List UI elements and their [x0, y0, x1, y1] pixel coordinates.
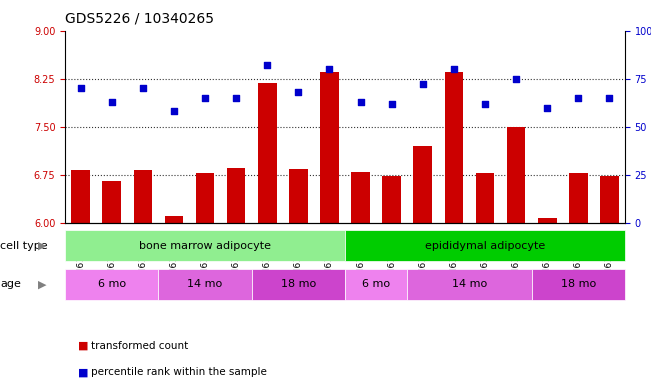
- Point: [573, 95, 583, 101]
- Bar: [102, 181, 121, 223]
- Bar: [165, 216, 184, 223]
- Text: ▶: ▶: [38, 241, 47, 251]
- Point: [107, 99, 117, 105]
- Bar: [413, 146, 432, 223]
- Point: [169, 108, 179, 114]
- Point: [387, 101, 397, 107]
- Bar: [538, 218, 557, 223]
- Bar: [320, 72, 339, 223]
- Point: [604, 95, 615, 101]
- Bar: [506, 127, 525, 223]
- Point: [511, 76, 521, 82]
- Point: [200, 95, 210, 101]
- Text: 6 mo: 6 mo: [362, 279, 390, 289]
- Bar: [196, 174, 214, 223]
- Bar: [569, 173, 588, 223]
- Text: ▶: ▶: [38, 279, 47, 289]
- Bar: [352, 172, 370, 223]
- Text: 14 mo: 14 mo: [452, 279, 487, 289]
- Bar: [72, 170, 90, 223]
- Text: ■: ■: [78, 367, 89, 377]
- Text: 18 mo: 18 mo: [281, 279, 316, 289]
- Bar: [600, 176, 618, 223]
- Point: [449, 66, 459, 72]
- Point: [262, 62, 273, 68]
- Bar: [258, 83, 277, 223]
- Point: [137, 85, 148, 91]
- Text: age: age: [0, 279, 21, 289]
- Point: [76, 85, 86, 91]
- Text: 14 mo: 14 mo: [187, 279, 223, 289]
- Point: [293, 89, 303, 95]
- Bar: [382, 176, 401, 223]
- Point: [542, 104, 553, 111]
- Text: transformed count: transformed count: [91, 341, 188, 351]
- Text: percentile rank within the sample: percentile rank within the sample: [91, 367, 267, 377]
- Point: [231, 95, 242, 101]
- Text: 6 mo: 6 mo: [98, 279, 126, 289]
- Text: epididymal adipocyte: epididymal adipocyte: [425, 241, 545, 251]
- Bar: [445, 72, 464, 223]
- Point: [324, 66, 335, 72]
- Bar: [227, 168, 245, 223]
- Text: 18 mo: 18 mo: [561, 279, 596, 289]
- Text: cell type: cell type: [0, 241, 48, 251]
- Point: [480, 101, 490, 107]
- Bar: [476, 174, 494, 223]
- Text: bone marrow adipocyte: bone marrow adipocyte: [139, 241, 271, 251]
- Bar: [133, 170, 152, 223]
- Text: ■: ■: [78, 341, 89, 351]
- Point: [417, 81, 428, 88]
- Bar: [289, 169, 308, 223]
- Text: GDS5226 / 10340265: GDS5226 / 10340265: [65, 12, 214, 25]
- Point: [355, 99, 366, 105]
